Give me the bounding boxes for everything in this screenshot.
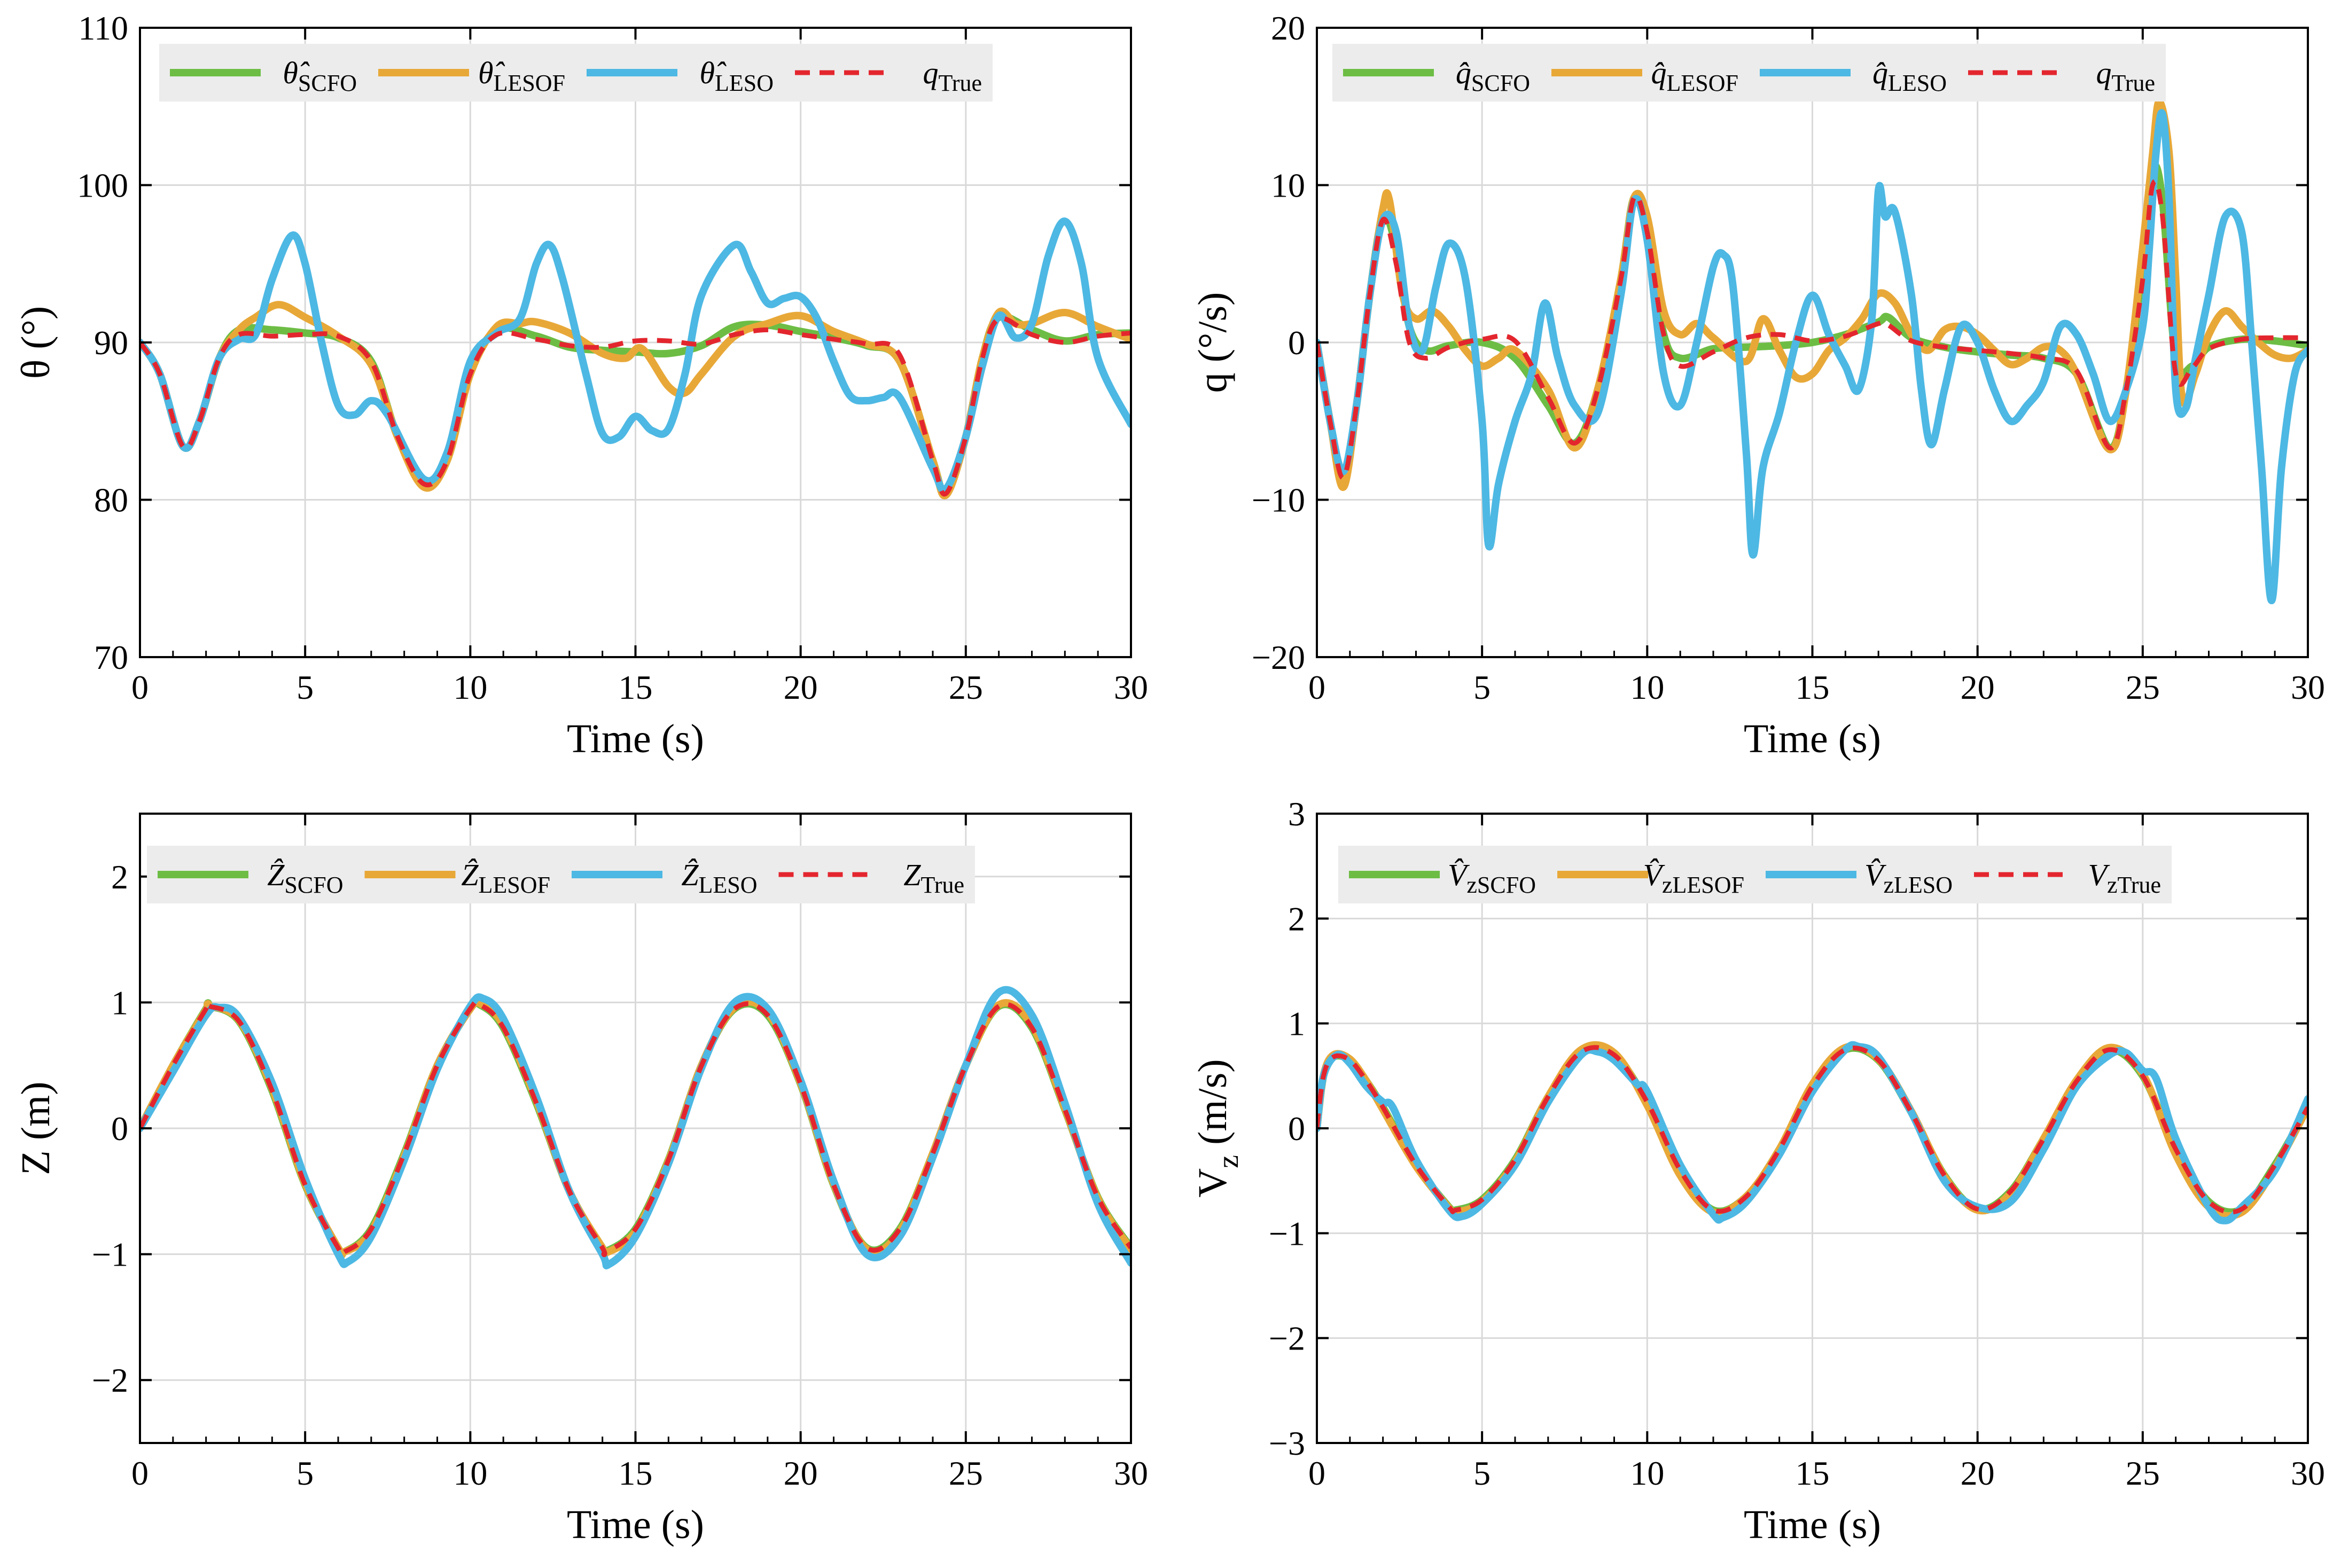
q-series-group [1317, 98, 2308, 604]
theta-xlabel: Time (s) [567, 716, 704, 761]
q-ytick-label: 0 [1288, 324, 1305, 362]
theta-series-group [140, 217, 1131, 500]
theta-xtick-label: 15 [619, 668, 653, 706]
q-ylabel: q (°/s) [1190, 292, 1235, 393]
z-xtick-label: 0 [131, 1454, 149, 1492]
theta-panel: 0 5 10 15 20 25 30 70 80 90 100 110 Time (s) θ (°) θ̂S… [13, 9, 1148, 761]
z-grid [140, 814, 1131, 1443]
vz-series-true [1317, 1045, 2308, 1215]
vz-xtick-label: 0 [1308, 1454, 1325, 1492]
q-panel: 0 5 10 15 20 25 30 −20 −10 0 10 20 Time (s) q (°/s) q̂… [1190, 9, 2325, 761]
theta-ytick-label: 110 [78, 9, 128, 47]
theta-legend-label-leso: θ̂LESO [700, 56, 774, 96]
z-xtick-label: 30 [1114, 1454, 1148, 1492]
z-series-group [140, 986, 1131, 1269]
vz-legend-label-lesof: V̂zLESOF [1643, 857, 1744, 898]
theta-ytick-label: 100 [77, 167, 128, 205]
z-ytick-label: 0 [111, 1110, 128, 1148]
z-xtick-label: 15 [619, 1454, 653, 1492]
q-xtick-label: 30 [2291, 668, 2325, 706]
vz-xlabel: Time (s) [1744, 1502, 1881, 1547]
theta-legend: θ̂SCFO θ̂LESOF θ̂LESO qTrue [159, 44, 993, 102]
vz-legend-label-scfo: V̂zSCFO [1448, 857, 1536, 898]
z-legend-label-leso: ẐLESO [681, 857, 757, 898]
z-panel: 0 5 10 15 20 25 30 −2 −1 0 1 2 Time (s) Z (m) ẐSCFO ẐLE… [13, 813, 1148, 1547]
q-ytick-label: −10 [1252, 481, 1305, 519]
theta-series-leso [140, 217, 1131, 494]
vz-ytick-label: 2 [1288, 900, 1305, 938]
z-ytick-label: −1 [92, 1236, 128, 1274]
vz-ytick-label: 0 [1288, 1110, 1305, 1148]
z-xtick-label: 20 [784, 1454, 818, 1492]
vz-xtick-label: 5 [1473, 1454, 1491, 1492]
theta-legend-label-lesof: θ̂LESOF [478, 56, 565, 96]
q-xlabel: Time (s) [1744, 716, 1881, 761]
theta-xtick-label: 10 [453, 668, 487, 706]
z-ytick-label: 1 [111, 984, 128, 1021]
theta-ylabel: θ (°) [13, 306, 58, 379]
vz-xtick-label: 15 [1796, 1454, 1830, 1492]
vz-legend-label-leso: V̂zLESO [1864, 857, 1953, 898]
theta-xtick-label: 30 [1114, 668, 1148, 706]
q-ytick-label: 10 [1271, 167, 1305, 205]
q-xtick-label: 20 [1961, 668, 1995, 706]
z-legend-label-lesof: ẐLESOF [461, 857, 550, 898]
vz-grid [1317, 814, 2308, 1443]
z-legend-label-scfo: ẐSCFO [267, 857, 343, 898]
vz-series-group [1317, 1041, 2308, 1224]
vz-ylabel: Vz (m/s) [1190, 1059, 1245, 1197]
q-legend: q̂SCFO q̂LESOF q̂LESO qTrue [1332, 44, 2166, 102]
q-xtick-label: 5 [1473, 668, 1491, 706]
theta-xtick-label: 0 [131, 668, 149, 706]
vz-ytick-label: 3 [1288, 795, 1305, 833]
theta-legend-label-scfo: θ̂SCFO [283, 56, 357, 96]
vz-xtick-label: 10 [1630, 1454, 1664, 1492]
q-legend-label-leso: q̂LESO [1872, 56, 1947, 96]
theta-xtick-label: 5 [296, 668, 314, 706]
vz-legend-label-true: VzTrue [2088, 857, 2161, 898]
q-legend-label-lesof: q̂LESOF [1651, 56, 1738, 96]
q-legend-label-scfo: q̂SCFO [1456, 56, 1530, 96]
theta-xtick-label: 20 [784, 668, 818, 706]
z-legend-label-true: ZTrue [903, 857, 964, 898]
q-xtick-label: 0 [1308, 668, 1325, 706]
theta-ytick-label: 90 [94, 324, 128, 362]
q-xtick-label: 15 [1796, 668, 1830, 706]
z-xlabel: Time (s) [567, 1502, 704, 1547]
vz-ytick-label: −1 [1269, 1214, 1305, 1252]
vz-ytick-label: −2 [1269, 1320, 1305, 1358]
q-xtick-label: 25 [2126, 668, 2160, 706]
z-series-true [140, 999, 1131, 1258]
z-xtick-label: 10 [453, 1454, 487, 1492]
z-legend: ẐSCFO ẐLESOF ẐLESO ZTrue [147, 846, 975, 903]
vz-xtick-label: 25 [2126, 1454, 2160, 1492]
vz-ytick-label: 1 [1288, 1005, 1305, 1043]
theta-legend-label-true: qTrue [923, 56, 982, 96]
q-xtick-label: 10 [1630, 668, 1664, 706]
q-ytick-label: −20 [1252, 638, 1305, 676]
z-xtick-label: 25 [949, 1454, 983, 1492]
z-xtick-label: 5 [296, 1454, 314, 1492]
vz-ytick-label: −3 [1269, 1424, 1305, 1462]
q-ytick-label: 20 [1271, 9, 1305, 47]
vz-legend: V̂zSCFO V̂zLESOF V̂zLESO VzTrue [1338, 846, 2172, 903]
vz-panel: 0 5 10 15 20 25 30 −3 −2 −1 0 1 2 3 Time (s) Vz (m/s) V̂… [1190, 795, 2325, 1547]
z-ytick-label: −2 [92, 1361, 128, 1399]
theta-ytick-label: 70 [94, 638, 128, 676]
theta-xtick-label: 25 [949, 668, 983, 706]
q-series-true [1317, 178, 2308, 480]
theta-ytick-label: 80 [94, 481, 128, 519]
vz-xtick-label: 20 [1961, 1454, 1995, 1492]
z-ylabel: Z (m) [13, 1081, 58, 1175]
q-legend-label-true: qTrue [2096, 56, 2155, 96]
vz-xtick-label: 30 [2291, 1454, 2325, 1492]
z-ytick-label: 2 [111, 858, 128, 896]
